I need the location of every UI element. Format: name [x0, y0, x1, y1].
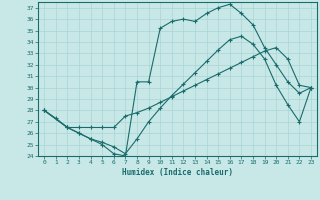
- X-axis label: Humidex (Indice chaleur): Humidex (Indice chaleur): [122, 168, 233, 177]
